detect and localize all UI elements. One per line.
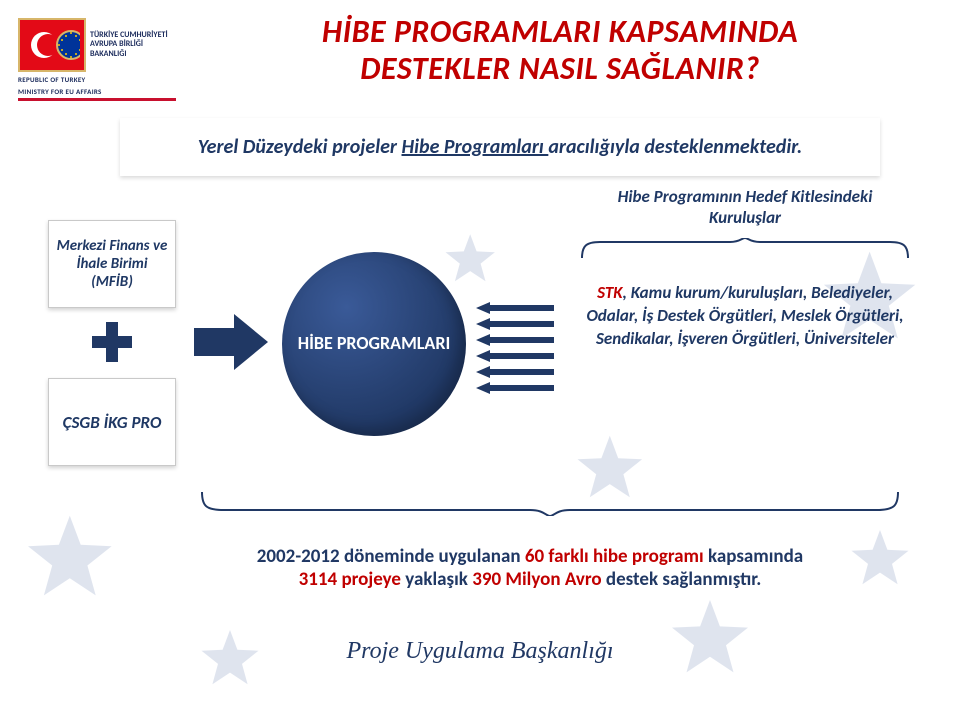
bn-2c: 390 Milyon Avro [472,568,606,591]
small-left-arrows [476,300,556,396]
bracket-top-icon [580,238,910,260]
title-line2: DESTEKLER NASIL SAĞLANIR? [360,49,760,88]
bn-2d: destek sağlanmıştır. [606,568,761,591]
bracket-bottom-icon [200,490,900,516]
bn-2a: 3114 projeye [299,568,406,591]
target-list: STK, Kamu kurum/kuruluşları, Belediyeler… [580,282,910,351]
plus-icon [92,322,132,362]
flag-icon [18,18,86,72]
target-stk: STK [597,282,622,303]
target-rest: , Kamu kurum/kuruluşları, Belediyeler, O… [586,282,903,349]
subtitle-post: aracılığıyla desteklenmektedir. [548,135,802,159]
subtitle-band: Yerel Düzeydeki projeler Hibe Programlar… [120,118,880,176]
bn-1b: 60 farklı hibe programı [525,545,708,568]
subtitle-underlined: Hibe Programları [402,135,549,159]
box-csgb-label: ÇSGB İKG PRO [63,412,162,433]
bottom-note: 2002-2012 döneminde uygulanan 60 farklı … [170,545,890,591]
box-mfib: Merkezi Finans ve İhale Birimi (MFİB) [48,220,176,308]
logo-sub2: MINISTRY FOR EU AFFAIRS [18,87,176,96]
hibe-circle: HİBE PROGRAMLARI [282,252,466,436]
logo-bar [18,98,176,101]
bn-1c: kapsamında [708,545,803,568]
ministry-logo: TÜRKİYE CUMHURİYETİ AVRUPA BİRLİĞİ BAKAN… [18,18,176,101]
title-line1: HİBE PROGRAMLARI KAPSAMINDA [322,12,798,51]
hibe-circle-label: HİBE PROGRAMLARI [298,333,451,355]
bn-1a: 2002-2012 döneminde uygulanan [257,545,525,568]
box-mfib-label: Merkezi Finans ve İhale Birimi (MFİB) [55,237,169,291]
logo-sub1: REPUBLIC OF TURKEY [18,75,176,84]
bn-2b: yaklaşık [405,568,472,591]
box-csgb: ÇSGB İKG PRO [48,378,176,466]
flow-diagram: Merkezi Finans ve İhale Birimi (MFİB) ÇS… [0,190,960,540]
logo-line2: AVRUPA BİRLİĞİ BAKANLIĞI [90,40,174,58]
arrow-right-icon [194,314,268,370]
subtitle-pre: Yerel Düzeydeki projeler [198,135,402,159]
target-heading: Hibe Programının Hedef Kitlesindeki Kuru… [580,186,910,228]
page-title: HİBE PROGRAMLARI KAPSAMINDA DESTEKLER NA… [200,14,920,88]
footer-text: Proje Uygulama Başkanlığı [0,638,960,665]
